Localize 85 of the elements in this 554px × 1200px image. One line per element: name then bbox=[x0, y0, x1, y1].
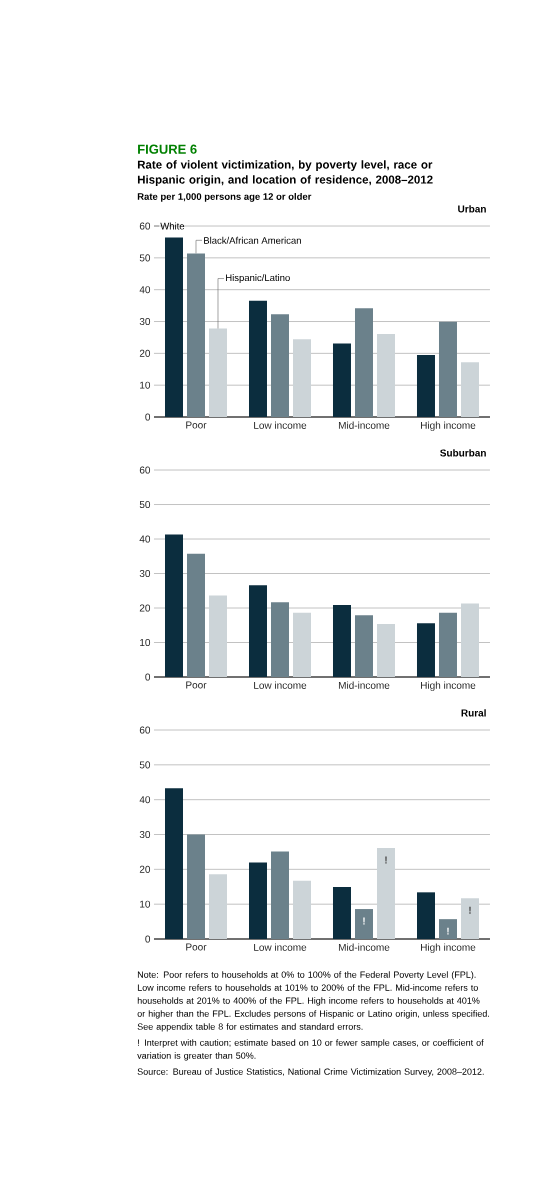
y-tick-label: 30 bbox=[139, 317, 151, 326]
bar bbox=[332, 887, 351, 939]
y-tick-label: 0 bbox=[145, 673, 151, 681]
bar bbox=[460, 603, 479, 678]
bar bbox=[187, 553, 205, 678]
y-axis-title: Rate per 1,000 persons age 12 or older bbox=[137, 192, 312, 202]
y-tick-label: 50 bbox=[139, 761, 151, 769]
text: ! Interpret with caution; estimate based on 10 or fewer sample cases, or coefficient of variation is greater than 50%. bbox=[137, 1039, 484, 1061]
caption: FIGURE 6 bbox=[138, 144, 197, 154]
chart-title: Urban bbox=[458, 205, 486, 213]
chart-title: Suburban bbox=[440, 449, 486, 457]
y-tick-label: 20 bbox=[139, 349, 151, 357]
x-tick-label: Low income bbox=[254, 681, 307, 689]
bar bbox=[271, 851, 289, 939]
bar bbox=[332, 604, 351, 678]
bar bbox=[460, 898, 479, 939]
text: Rate of violent victimization, by poverty level, race or Hispanic origin, and location of residence, 2008–2012 bbox=[137, 160, 433, 186]
bar bbox=[377, 623, 395, 678]
x-tick-label: High income bbox=[421, 421, 476, 431]
bar bbox=[377, 848, 395, 939]
x-tick-label: Mid-income bbox=[338, 681, 390, 689]
bar bbox=[209, 595, 227, 678]
series-label: White bbox=[160, 222, 185, 230]
y-tick-label: 30 bbox=[139, 569, 151, 578]
bar bbox=[249, 862, 267, 939]
source-note: Source: Bureau of Justice Statistics, National Crime Victimization Survey, 2008–2012. bbox=[137, 1068, 484, 1077]
bar bbox=[209, 874, 227, 939]
bar bbox=[416, 354, 435, 418]
y-tick-label: 60 bbox=[139, 726, 151, 734]
x-tick-label: High income bbox=[421, 943, 476, 953]
x-tick-label: Poor bbox=[186, 681, 207, 689]
data-label: ! bbox=[363, 917, 365, 925]
bar bbox=[209, 328, 227, 418]
y-tick-label: 20 bbox=[139, 604, 151, 612]
text: Note: Poor refers to households at 0% to 100% of the Federal Poverty Level (FPL). Low income refers to households at 101% to 200% of the FPL. Mid-income refers to households at 201% to 400% of the FPL. High income refers to households at 401% or higher than the FPL. Excludes persons of Hispanic or Latino origin, unless specified. See appendix table 8 for estimates and standard errors. bbox=[137, 971, 489, 1032]
bar bbox=[249, 300, 267, 418]
bar bbox=[354, 615, 373, 678]
y-tick-label: 10 bbox=[140, 900, 151, 908]
bar bbox=[165, 237, 183, 418]
bar bbox=[438, 612, 457, 678]
y-tick-label: 30 bbox=[139, 830, 151, 839]
bar bbox=[165, 788, 183, 939]
text: Hispanic/Latino bbox=[226, 274, 290, 283]
bar bbox=[438, 321, 457, 418]
x-tick-label: Low income bbox=[254, 943, 307, 951]
y-tick-label: 10 bbox=[140, 638, 151, 647]
bar bbox=[460, 362, 479, 418]
chart-title: Rural bbox=[461, 709, 486, 717]
bar bbox=[416, 623, 435, 678]
bar bbox=[293, 612, 311, 678]
y-tick-label: 10 bbox=[140, 381, 151, 389]
y-tick-label: 0 bbox=[145, 413, 151, 421]
x-tick-label: Mid-income bbox=[338, 943, 390, 951]
y-tick-label: 60 bbox=[139, 466, 151, 474]
y-tick-label: 50 bbox=[139, 500, 151, 509]
x-tick-label: Poor bbox=[186, 943, 207, 951]
y-tick-label: 40 bbox=[139, 535, 151, 543]
x-tick-label: Mid-income bbox=[338, 421, 390, 429]
y-tick-label: 60 bbox=[139, 222, 151, 230]
bar bbox=[438, 919, 457, 939]
y-tick-label: 0 bbox=[145, 935, 151, 943]
y-tick-label: 50 bbox=[139, 254, 151, 262]
x-tick-label: Low income bbox=[254, 421, 307, 429]
x-tick-label: Poor bbox=[186, 421, 207, 429]
series-label: Black/African American bbox=[204, 236, 301, 244]
data-label: ! bbox=[385, 856, 387, 864]
bar bbox=[249, 585, 267, 678]
bar bbox=[354, 909, 373, 939]
data-label: ! bbox=[469, 906, 471, 914]
bar bbox=[354, 308, 373, 418]
y-tick-label: 40 bbox=[139, 286, 151, 294]
data-label: ! bbox=[447, 927, 449, 935]
bar bbox=[293, 880, 311, 939]
bar bbox=[271, 602, 289, 678]
bar bbox=[165, 534, 183, 678]
bar bbox=[332, 343, 351, 418]
bar bbox=[377, 333, 395, 418]
bar bbox=[187, 834, 205, 939]
x-tick-label: High income bbox=[421, 681, 476, 691]
bar bbox=[271, 314, 289, 418]
y-tick-label: 20 bbox=[139, 865, 151, 873]
bar bbox=[416, 892, 435, 939]
bar bbox=[293, 339, 311, 418]
y-tick-label: 40 bbox=[139, 796, 151, 804]
bar bbox=[187, 253, 205, 418]
